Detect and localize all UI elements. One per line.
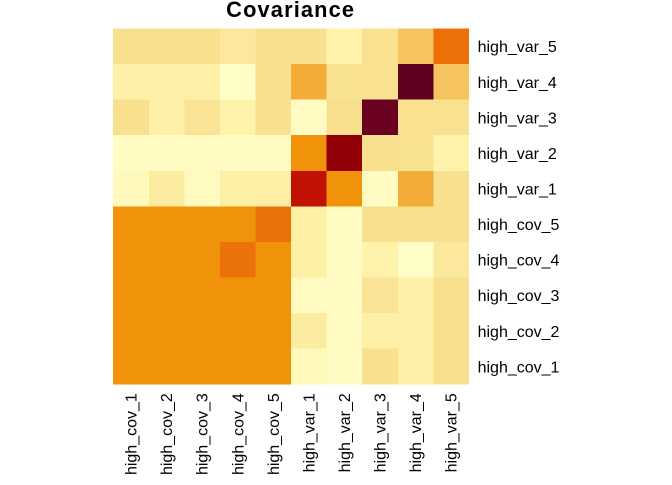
svg-text:high_var_1: high_var_1 <box>301 393 318 472</box>
svg-text:high_var_4: high_var_4 <box>408 393 425 472</box>
svg-text:high_var_1: high_var_1 <box>478 181 557 198</box>
svg-text:high_var_3: high_var_3 <box>478 110 557 127</box>
svg-text:high_cov_1: high_cov_1 <box>124 393 141 475</box>
svg-text:high_var_4: high_var_4 <box>478 75 557 92</box>
svg-text:high_var_5: high_var_5 <box>478 39 557 56</box>
svg-text:high_var_5: high_var_5 <box>444 393 461 472</box>
svg-text:Covariance: Covariance <box>226 0 355 22</box>
svg-text:high_cov_4: high_cov_4 <box>478 253 560 270</box>
svg-text:high_cov_1: high_cov_1 <box>478 359 560 376</box>
svg-text:high_cov_2: high_cov_2 <box>478 324 560 341</box>
svg-text:high_cov_3: high_cov_3 <box>478 288 560 305</box>
svg-text:high_cov_5: high_cov_5 <box>266 393 283 475</box>
svg-text:high_cov_5: high_cov_5 <box>478 217 560 234</box>
svg-text:high_var_2: high_var_2 <box>337 393 354 472</box>
svg-text:high_cov_3: high_cov_3 <box>195 393 212 475</box>
svg-text:high_cov_4: high_cov_4 <box>230 393 247 475</box>
svg-text:high_var_2: high_var_2 <box>478 146 557 163</box>
svg-text:high_cov_2: high_cov_2 <box>159 393 176 475</box>
svg-text:high_var_3: high_var_3 <box>373 393 390 472</box>
